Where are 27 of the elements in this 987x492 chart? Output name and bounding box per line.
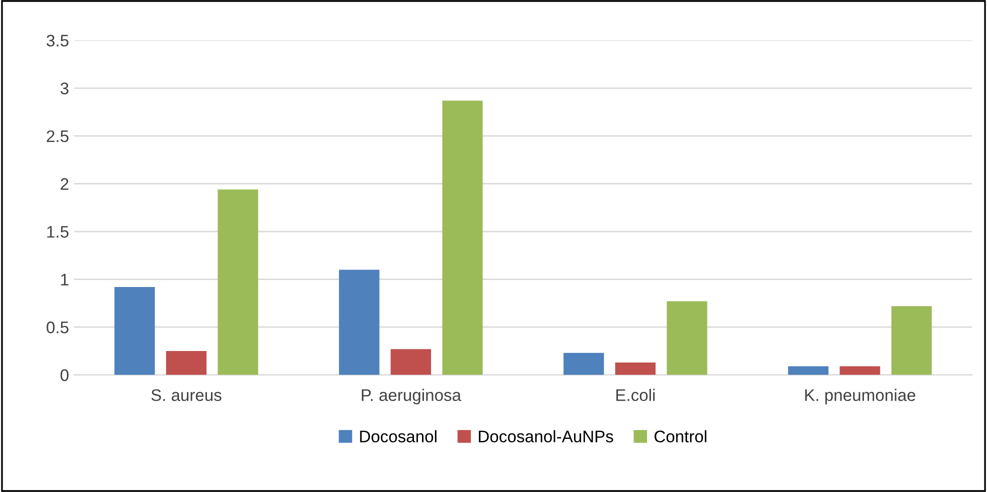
bar (788, 366, 828, 375)
y-tick-label: 3.5 (46, 34, 68, 47)
bar (442, 100, 483, 375)
legend-label: Docosanol-AuNPs (478, 430, 614, 442)
bar (564, 352, 604, 375)
x-tick-label: K. pneumoniae (805, 388, 916, 404)
x-tick-label: E.coli (616, 388, 655, 402)
y-tick-label: 0.5 (46, 322, 68, 334)
legend-label: Control (654, 430, 706, 442)
bar (666, 301, 708, 375)
bar (390, 349, 432, 375)
bar (166, 351, 207, 375)
y-tick-label: 2 (60, 178, 68, 190)
bar (218, 189, 258, 375)
y-tick-label: 3 (60, 82, 68, 94)
y-tick-label: 2.5 (46, 130, 68, 142)
bar (615, 362, 656, 375)
bar (891, 306, 932, 375)
legend-label: Docosanol (360, 430, 436, 442)
bar (114, 286, 155, 375)
x-tick-label: P. aeruginosa (362, 388, 462, 404)
y-tick-label: 0 (60, 369, 69, 382)
y-tick-label: 1 (61, 274, 68, 286)
bar (840, 366, 880, 375)
y-tick-label: 1.5 (47, 226, 68, 238)
bar (338, 270, 380, 375)
x-tick-label: S. aureus (151, 389, 222, 402)
